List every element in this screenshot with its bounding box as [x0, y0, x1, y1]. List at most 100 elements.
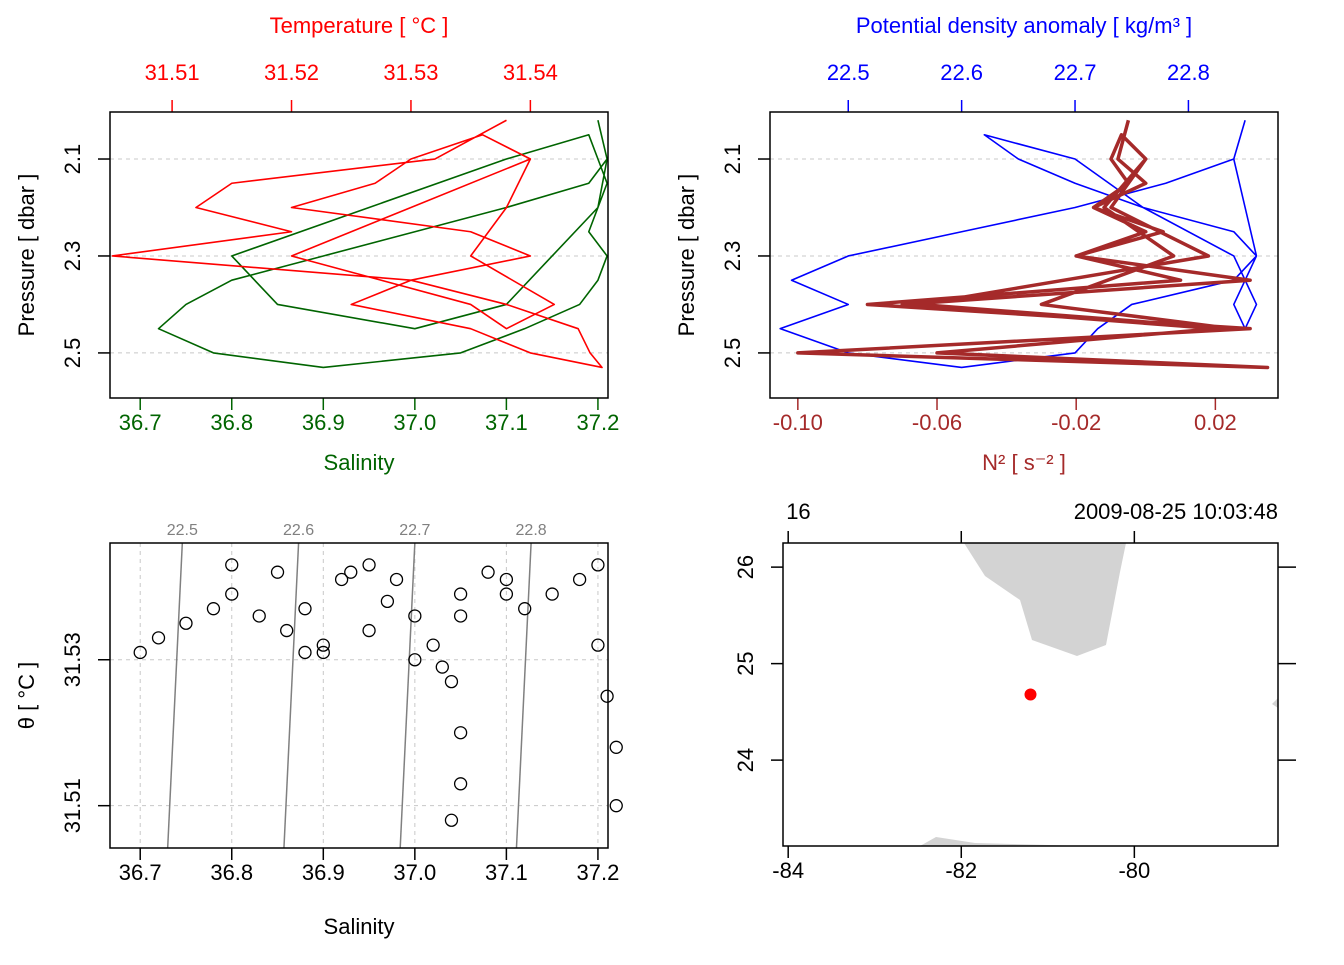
isopycnal-label: 22.7: [399, 522, 430, 539]
tick-label: -80: [1118, 858, 1150, 883]
y-axis-label: Pressure [ dbar ]: [14, 174, 39, 337]
top-label: 2009-08-25 10:03:48: [1074, 499, 1278, 524]
isopycnal: [166, 542, 184, 849]
tick-label: -0.06: [912, 410, 962, 435]
point: [426, 638, 440, 652]
tick-label: 36.8: [210, 410, 253, 435]
tick-label: 31.54: [503, 60, 558, 85]
tick-label: 2.1: [60, 144, 85, 175]
point: [572, 572, 587, 587]
land: [1272, 698, 1278, 708]
tick-label: 37.2: [577, 860, 620, 885]
x2-axis-label: Temperature [ °C ]: [270, 13, 449, 38]
point: [600, 689, 614, 703]
point: [206, 602, 221, 616]
tick-label: 37.0: [393, 860, 436, 885]
point: [389, 572, 404, 587]
point: [133, 645, 147, 660]
tick-label: -0.02: [1051, 410, 1101, 435]
point: [453, 726, 468, 740]
point: [252, 609, 266, 623]
tick-label: 26: [733, 555, 758, 579]
point: [591, 638, 605, 652]
profile-line: [157, 120, 608, 369]
tick-label: 37.1: [485, 860, 528, 885]
tick-label: 2.3: [720, 241, 745, 272]
x-axis-label: Salinity: [324, 914, 395, 939]
point: [453, 609, 468, 623]
point: [444, 813, 459, 827]
point: [334, 572, 349, 587]
isopycnal-label: 22.5: [167, 522, 198, 539]
tick-label: 31.51: [60, 778, 85, 833]
isopycnal: [283, 542, 300, 849]
tick-label: 37.2: [577, 410, 620, 435]
tick-label: -0.10: [773, 410, 823, 435]
point: [344, 565, 358, 579]
tick-label: 31.53: [383, 60, 438, 85]
point: [499, 572, 514, 587]
point: [408, 609, 422, 623]
tick-label: 2.3: [60, 241, 85, 272]
point: [298, 602, 312, 616]
tick-label: 31.53: [60, 632, 85, 687]
point: [380, 594, 395, 609]
land: [964, 543, 1126, 656]
tick-label: 22.6: [940, 60, 983, 85]
tick-label: 37.1: [485, 410, 528, 435]
tick-label: 36.8: [210, 860, 253, 885]
point: [316, 638, 330, 652]
point: [362, 558, 376, 572]
isopycnal: [399, 542, 416, 849]
point: [435, 660, 449, 674]
point: [298, 645, 312, 660]
tick-label: 37.0: [393, 410, 436, 435]
tick-label: 36.7: [119, 860, 162, 885]
tick-label: 24: [733, 748, 758, 772]
plot-frame: [109, 111, 609, 399]
tick-label: 2.1: [720, 144, 745, 175]
point: [444, 674, 459, 689]
point: [453, 777, 468, 791]
tick-label: 25: [733, 651, 758, 675]
point: [280, 623, 294, 638]
plot-frame: [769, 111, 1279, 399]
x-axis-label: Salinity: [324, 450, 395, 475]
point: [609, 740, 623, 754]
tick-label: 31.52: [264, 60, 319, 85]
profile-line: [779, 120, 1258, 369]
point: [453, 587, 468, 601]
isopycnal-label: 22.6: [283, 522, 314, 539]
tick-label: 2.5: [720, 338, 745, 369]
tick-label: 2.5: [60, 338, 85, 369]
tick-label: -82: [945, 858, 977, 883]
land: [920, 837, 1085, 846]
tick-label: 31.51: [145, 60, 200, 85]
y-axis-label: Pressure [ dbar ]: [674, 174, 699, 337]
tick-label: 36.9: [302, 410, 345, 435]
tick-label: 22.5: [827, 60, 870, 85]
point: [481, 565, 495, 579]
profile-line: [796, 119, 1270, 370]
point: [225, 587, 239, 601]
point: [179, 616, 193, 630]
point: [151, 631, 166, 645]
tick-label: 0.02: [1194, 410, 1237, 435]
point: [225, 558, 239, 572]
plot-frame: [782, 542, 1279, 847]
isopycnal-label: 22.8: [516, 522, 547, 539]
profile-line: [111, 119, 603, 369]
x-axis-label: N² [ s⁻² ]: [982, 450, 1066, 475]
tick-label: 36.9: [302, 860, 345, 885]
point: [408, 653, 422, 667]
tick-label: 22.8: [1167, 60, 1210, 85]
point: [545, 587, 559, 601]
x2-axis-label: Potential density anomaly [ kg/m³ ]: [856, 13, 1192, 38]
point: [609, 799, 623, 813]
point: [591, 558, 605, 572]
point: [316, 645, 330, 660]
tick-label: 22.7: [1054, 60, 1097, 85]
plot-frame: [109, 542, 609, 849]
point: [270, 565, 285, 579]
